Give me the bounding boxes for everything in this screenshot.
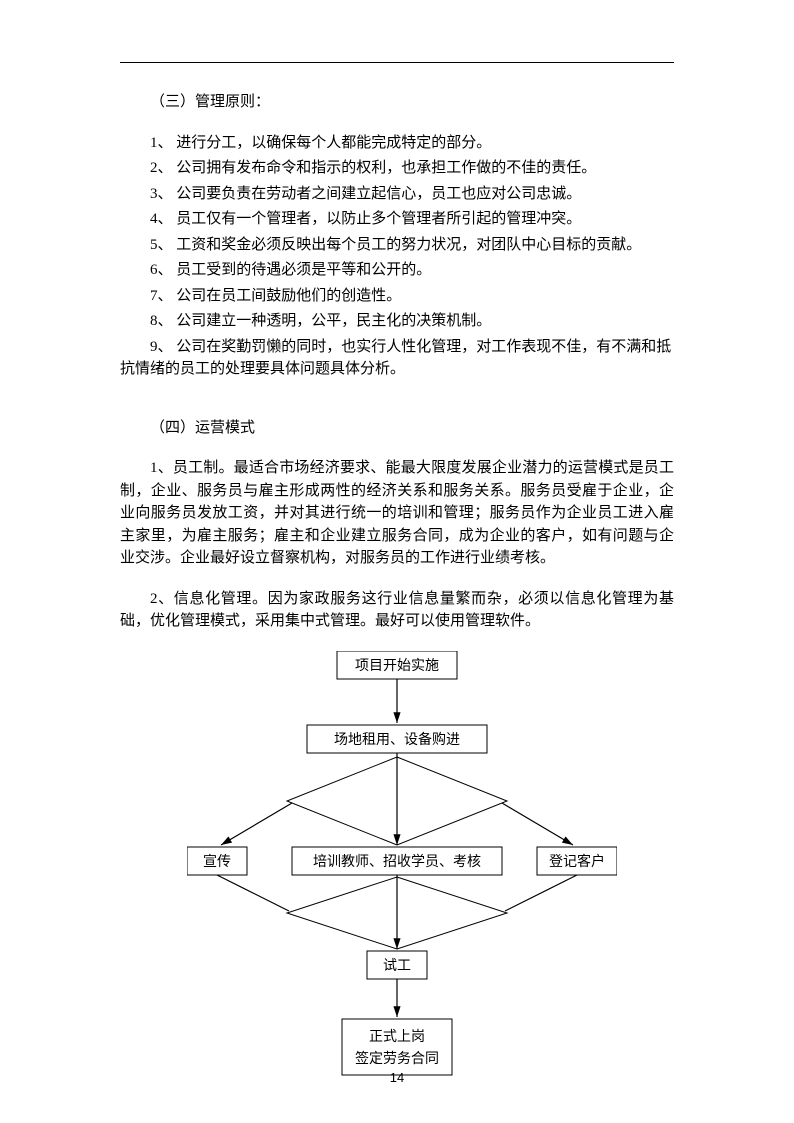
section4-para1: 1、员工制。最适合市场经济要求、能最大限度发展企业潜力的运营模式是员工制，企业、…	[120, 457, 674, 570]
arrow-4r	[505, 875, 577, 911]
section3-list: 1、 进行分工，以确保每个人都能完成特定的部分。 2、 公司拥有发布命令和指示的…	[120, 132, 674, 381]
node-contract-label2: 签定劳务合同	[355, 1050, 439, 1067]
node-register-label: 登记客户	[549, 853, 605, 870]
list-item: 7、 公司在员工间鼓励他们的创造性。	[120, 285, 674, 308]
list-item: 8、 公司建立一种透明，公平，民主化的决策机制。	[120, 310, 674, 333]
list-item: 4、 员工仅有一个管理者，以防止多个管理者所引起的管理冲突。	[120, 208, 674, 231]
flowchart: 项目开始实施 场地租用、设备购进 宣传 培训教师、招收学员、考核 登记客户 试工…	[187, 651, 607, 1089]
node-start-label: 项目开始实施	[355, 658, 439, 674]
section4-para2: 2、信息化管理。因为家政服务这行业信息量繁而杂，必须以信息化管理为基础，优化管理…	[120, 588, 674, 633]
list-item: 5、 工资和奖金必须反映出每个员工的努力状况，对团队中心目标的贡献。	[120, 234, 674, 257]
node-venue-label: 场地租用、设备购进	[334, 731, 460, 748]
list-item: 9、 公司在奖勤罚懒的同时，也实行人性化管理，对工作表现不佳，有不满和抵抗情绪的…	[120, 336, 674, 381]
flowchart-svg: 项目开始实施 场地租用、设备购进 宣传 培训教师、招收学员、考核 登记客户 试工…	[187, 651, 617, 1081]
arrow-3r	[502, 803, 573, 845]
list-item: 3、 公司要负责在劳动者之间建立起信心，员工也应对公司忠诚。	[120, 183, 674, 206]
list-item: 6、 员工受到的待遇必须是平等和公开的。	[120, 259, 674, 282]
node-train-label: 培训教师、招收学员、考核	[313, 854, 481, 870]
section3-title: （三）管理原则：	[120, 91, 674, 114]
node-trial-label: 试工	[383, 958, 411, 974]
arrow-4l	[217, 875, 289, 911]
top-rule	[120, 62, 674, 63]
list-item: 2、 公司拥有发布命令和指示的权利，也承担工作做的不佳的责任。	[120, 157, 674, 180]
page-number: 14	[0, 1068, 794, 1088]
node-contract-label1: 正式上岗	[369, 1029, 425, 1045]
section4-title: （四）运营模式	[120, 417, 674, 440]
node-promo-label: 宣传	[203, 854, 231, 870]
arrow-3l	[221, 803, 292, 845]
list-item: 1、 进行分工，以确保每个人都能完成特定的部分。	[120, 132, 674, 155]
